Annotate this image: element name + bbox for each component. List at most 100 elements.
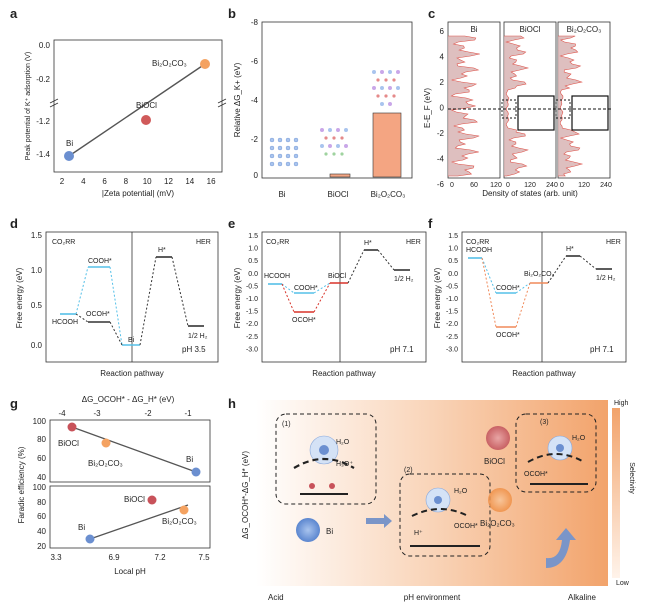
panel-f-species: COOH* bbox=[496, 285, 520, 292]
panel-g-ylabel: Faradic efficiency (%) bbox=[17, 446, 26, 523]
panel-d-species: HCOOH bbox=[52, 319, 78, 326]
panel-a-xtick: 14 bbox=[185, 177, 194, 186]
panel-a-xtick: 8 bbox=[124, 177, 129, 186]
panel-a-point-biocl bbox=[141, 115, 151, 125]
panel-f-frame bbox=[461, 231, 627, 363]
panel-c-xlabel: Density of states (arb. unit) bbox=[482, 189, 578, 198]
panel-c-xtick: 0 bbox=[506, 182, 510, 189]
panel-h-step1-water: H₂O bbox=[336, 439, 350, 446]
panel-d-xlabel: Reaction pathway bbox=[100, 369, 164, 378]
panel-g-bottom-xtick: 7.2 bbox=[154, 553, 166, 562]
panel-f-pathway bbox=[468, 255, 612, 328]
panel-f-ylabel: Free energy (eV) bbox=[433, 267, 442, 328]
panel-f-label: f bbox=[428, 216, 433, 231]
panel-g-top-point-biocl bbox=[67, 422, 77, 432]
panel-c-xtick: 0 bbox=[560, 182, 564, 189]
panel-d-species: Bi bbox=[128, 337, 135, 344]
panel-a-ytick: -1.2 bbox=[36, 117, 50, 126]
panel-f-ytick: -1.5 bbox=[446, 309, 458, 316]
panel-d-left-label: CO₂RR bbox=[52, 239, 75, 246]
panel-b-structure-bi bbox=[269, 137, 299, 167]
panel-c-xtick: 120 bbox=[578, 182, 590, 189]
panel-g-top-xtick: -1 bbox=[184, 409, 192, 418]
panel-g-top-label: Bi₂O₂CO₃ bbox=[88, 459, 123, 468]
panel-h-step1-hydronium: H₃O⁺ bbox=[336, 461, 353, 468]
panel-b-category: BiOCl bbox=[328, 190, 349, 199]
panel-a-ytick: -0.2 bbox=[36, 75, 50, 84]
panel-c-subtitle: Bi₂O₂CO₃ bbox=[567, 25, 602, 34]
panel-h-step1-core bbox=[319, 445, 329, 455]
panel-d-species: COOH* bbox=[88, 258, 112, 265]
panel-h-step1-layer bbox=[293, 458, 355, 469]
panel-b-category: Bi₂O₂CO₃ bbox=[371, 190, 406, 199]
panel-e-ylabel: Free energy (eV) bbox=[233, 267, 242, 328]
panel-a-fit-line bbox=[68, 63, 206, 157]
panel-f-ytick: 1.0 bbox=[448, 246, 458, 253]
panel-g-ytick: 40 bbox=[37, 473, 46, 482]
panel-a-ytick: 0.0 bbox=[39, 41, 51, 50]
panel-d-species: H* bbox=[158, 247, 166, 254]
panel-h-step1-adsorbate bbox=[309, 483, 315, 489]
panel-f: f CO₂RR HER 1.5 1.0 0.5 0.0 -0.5 -1.0 -1.5 -2.0… bbox=[428, 216, 627, 378]
panel-d-pathway bbox=[60, 256, 204, 346]
panel-f-ytick: 0.5 bbox=[448, 258, 458, 265]
panel-e-xlabel: Reaction pathway bbox=[312, 369, 376, 378]
panel-h-ylabel: ΔG_OCOH*-ΔG_H* (eV) bbox=[241, 451, 250, 539]
panel-g-bottom-label: Bi₂O₂CO₃ bbox=[162, 517, 197, 526]
panel-e-ytick: 1.5 bbox=[248, 233, 258, 240]
panel-c-xtick: 60 bbox=[470, 182, 478, 189]
panel-h-label: h bbox=[228, 396, 236, 411]
panel-e-species: COOH* bbox=[294, 285, 318, 292]
panel-h-selectivity: Selectivity bbox=[628, 462, 635, 494]
panel-g-bottom-point-biocl bbox=[147, 495, 157, 505]
panel-h-step2-water: H₂O bbox=[454, 488, 468, 495]
panel-h-arrow-right bbox=[366, 514, 392, 528]
panel-e-frame bbox=[261, 231, 427, 363]
panel-a-point-label: BiOCl bbox=[136, 101, 157, 110]
panel-h-material-label: Bi₂O₂CO₃ bbox=[480, 519, 515, 528]
panel-h-step2-proton: H⁺ bbox=[414, 530, 423, 537]
panel-b-category: Bi bbox=[278, 190, 285, 199]
panel-g-top-label: BiOCl bbox=[58, 439, 79, 448]
panel-a-point-label: Bi₂O₂CO₃ bbox=[152, 59, 187, 68]
panel-f-species: H* bbox=[566, 246, 574, 253]
panel-g-bottom-point-bi bbox=[85, 534, 95, 544]
panel-e-ytick: -2.0 bbox=[246, 321, 258, 328]
panel-g-ytick: 40 bbox=[37, 527, 46, 536]
panel-h-step1-adsorbate bbox=[329, 483, 335, 489]
panel-d-label: d bbox=[10, 216, 18, 231]
panel-a-point-label: Bi bbox=[66, 139, 73, 148]
panel-e-species: 1/2 H₂ bbox=[394, 276, 414, 283]
panel-e: e CO₂RR HER 1.5 1.0 0.5 0.0 -0.5 -1.0 -1.5 -2.0… bbox=[228, 216, 427, 378]
panel-h-step3-box bbox=[515, 413, 597, 493]
panel-g: g ΔG_OCOH* - ΔG_H* (eV) -4 -3 -2 -1 100 … bbox=[10, 395, 211, 576]
panel-g-bottom-xtick: 3.3 bbox=[50, 553, 62, 562]
panel-f-species: 1/2 H₂ bbox=[596, 275, 616, 282]
panel-a-point-bi bbox=[64, 151, 74, 161]
panel-e-ytick: -2.5 bbox=[246, 334, 258, 341]
panel-g-bottom-xlabel: Local pH bbox=[114, 567, 146, 576]
panel-d-ytick: 1.5 bbox=[31, 231, 43, 240]
panel-c-ytick: -2 bbox=[437, 129, 445, 138]
panel-h-step2-label: (2) bbox=[404, 467, 413, 474]
panel-f-xlabel: Reaction pathway bbox=[512, 369, 576, 378]
panel-g-bottom-xtick: 7.5 bbox=[198, 553, 210, 562]
panel-a-xtick: 6 bbox=[102, 177, 107, 186]
panel-g-top-frame bbox=[49, 419, 211, 483]
panel-b-label: b bbox=[228, 6, 236, 21]
panel-g-top-label: Bi bbox=[186, 455, 193, 464]
panel-g-bottom-label: BiOCl bbox=[124, 495, 145, 504]
panel-h-material-bi2o2co3 bbox=[488, 488, 512, 512]
panel-f-ytick: -2.5 bbox=[446, 334, 458, 341]
panel-a-label: a bbox=[10, 6, 18, 21]
panel-c-ytick: 2 bbox=[440, 78, 445, 87]
panel-g-ytick: 20 bbox=[37, 542, 46, 551]
panel-g-top-point-bi bbox=[191, 467, 201, 477]
panel-f-ytick: 0.0 bbox=[448, 271, 458, 278]
panel-g-ytick: 60 bbox=[37, 512, 46, 521]
panel-a-xlabel: |Zeta potential| (mV) bbox=[102, 189, 175, 198]
panel-a-xtick: 16 bbox=[207, 177, 216, 186]
panel-h-material-biocl bbox=[486, 426, 510, 450]
